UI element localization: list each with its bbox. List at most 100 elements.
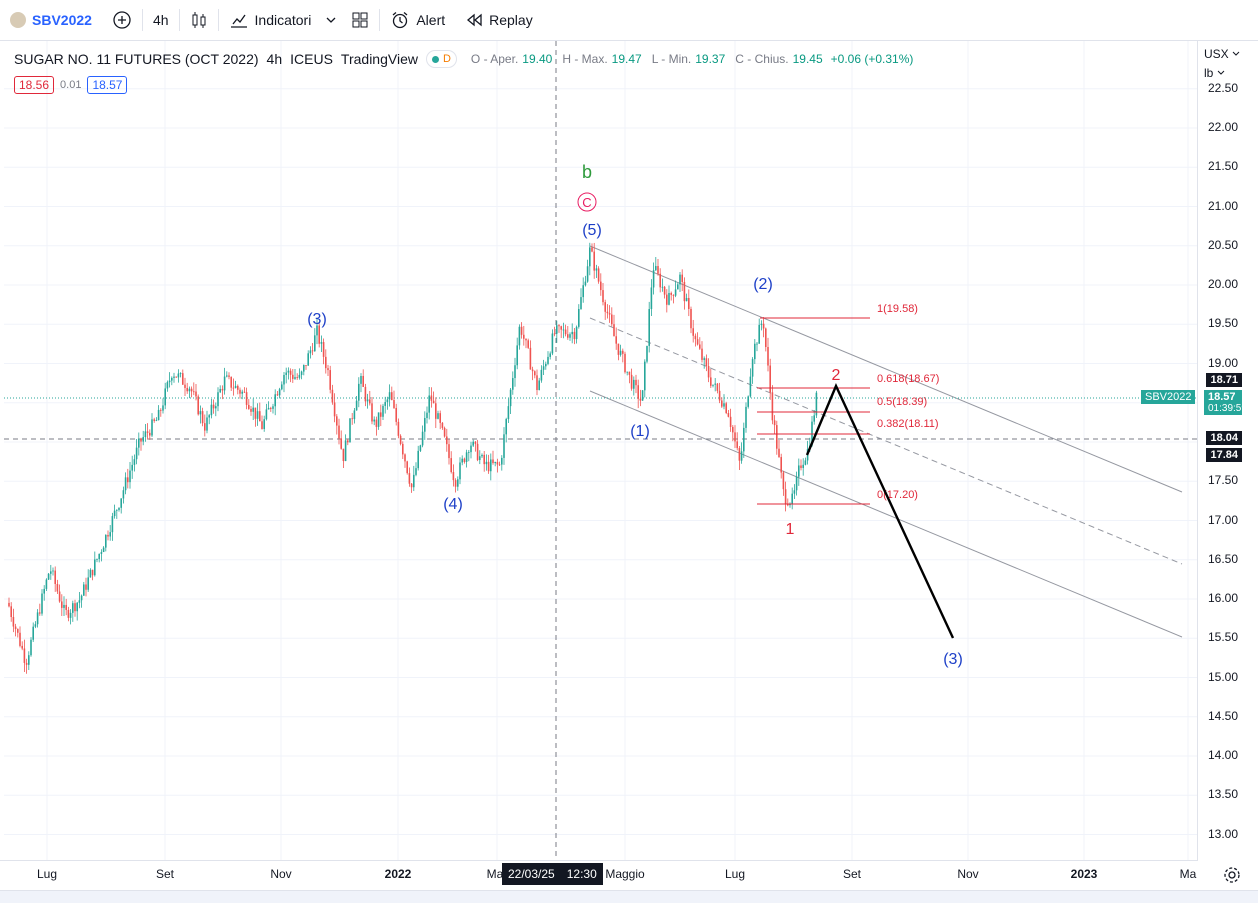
candle-body: [679, 274, 681, 285]
open-value: 19.40: [522, 52, 553, 66]
candle-body: [804, 460, 807, 465]
candle-body: [520, 326, 523, 335]
time-axis[interactable]: Lug Set Nov 2022 Mar Maggio Lug Set Nov 2023 Ma 22…: [0, 860, 1198, 891]
candle-body: [815, 392, 818, 416]
candle-body: [611, 314, 613, 325]
unit-label[interactable]: lb: [1204, 66, 1225, 80]
candle-body: [542, 366, 545, 370]
candle-body: [157, 409, 160, 421]
candle-body: [83, 584, 85, 596]
candle-body: [78, 600, 81, 603]
candle-body: [50, 571, 52, 574]
candle-body: [142, 437, 144, 442]
candle-body: [278, 389, 281, 396]
fib-label-0: 0(17.20): [877, 489, 918, 501]
candle-body: [476, 443, 479, 461]
channel-mid-line: [589, 317, 1183, 565]
layouts-button[interactable]: [341, 0, 379, 40]
candle-body: [441, 422, 444, 428]
wave-label-2-small: 2: [832, 367, 841, 384]
replay-button[interactable]: Replay: [455, 0, 543, 40]
candle-body: [263, 419, 265, 429]
low-label: L - Min.: [651, 52, 692, 66]
indicators-dropdown[interactable]: [321, 0, 341, 40]
symbol-name: SBV2022: [32, 12, 92, 28]
candle-body: [307, 353, 309, 366]
candle-body: [331, 389, 334, 403]
candle-body: [754, 343, 756, 360]
candle-body: [575, 326, 578, 340]
indicators-button[interactable]: Indicatori: [219, 0, 322, 40]
candle-body: [494, 461, 496, 464]
candle-body: [98, 553, 100, 560]
alarm-clock-icon: [392, 12, 408, 29]
candle-body: [193, 391, 195, 393]
candle-body: [402, 443, 404, 455]
candle-body: [87, 577, 89, 590]
chart-legend: SUGAR NO. 11 FUTURES (OCT 2022) 4h ICEUS…: [14, 50, 913, 68]
chart-background: [4, 41, 1198, 860]
candle-body: [261, 421, 263, 429]
candle-body: [639, 398, 642, 401]
candle-body: [534, 371, 536, 376]
candle-body: [124, 477, 127, 491]
candle-body: [626, 371, 628, 373]
candle-body: [791, 493, 793, 504]
candle-body: [245, 392, 248, 405]
wave-label-3-left: (3): [307, 311, 327, 328]
currency-label[interactable]: USX: [1204, 47, 1240, 61]
chart-type-button[interactable]: [180, 0, 218, 40]
candle-body: [25, 662, 28, 665]
last-price-value: 18.57: [1208, 391, 1236, 403]
symbol-search[interactable]: SBV2022: [0, 0, 102, 40]
candle-body: [320, 342, 323, 344]
price-chart[interactable]: 1(19.58) 0.618(18.67) 0.5(18.39) 0.382(1…: [0, 41, 1198, 860]
candle-body: [780, 457, 782, 473]
candle-body: [243, 391, 246, 393]
candle-body: [716, 383, 719, 391]
candle-body: [107, 534, 109, 537]
ask-pill[interactable]: 18.57: [87, 76, 128, 94]
candle-body: [549, 353, 551, 357]
candle-body: [188, 388, 191, 392]
candle-body: [395, 407, 397, 422]
candle-body: [239, 389, 241, 394]
candle-body: [617, 343, 620, 355]
candle-body: [674, 289, 677, 296]
settings-button[interactable]: [1222, 865, 1242, 885]
candle-body: [470, 445, 472, 453]
candle-body: [705, 358, 708, 367]
bid-pill[interactable]: 18.56: [14, 76, 55, 94]
alert-label: Alert: [416, 12, 446, 28]
interval-button[interactable]: 4h: [143, 0, 179, 40]
candle-body: [745, 406, 747, 428]
candle-body: [778, 448, 780, 458]
candle-body: [259, 411, 261, 422]
alert-button[interactable]: Alert: [380, 0, 455, 40]
candle-body: [391, 392, 393, 400]
candle-body: [448, 444, 450, 459]
candle-body: [562, 329, 565, 331]
candle-body: [217, 392, 219, 407]
compare-button[interactable]: [102, 0, 142, 40]
wave-label-b: b: [582, 162, 592, 182]
bar-countdown: 01:39:59: [1208, 403, 1247, 414]
candle-body: [591, 247, 593, 252]
candle-body: [281, 384, 283, 390]
candle-body: [457, 479, 459, 487]
candle-body: [311, 350, 314, 352]
candle-body: [267, 407, 270, 410]
gridlines: [4, 41, 1198, 860]
time-tick-label: 2023: [1070, 867, 1098, 881]
candle-body: [727, 413, 730, 417]
candle-body: [732, 426, 734, 433]
candle-body: [351, 418, 353, 420]
candle-body: [74, 603, 76, 612]
candle-body: [287, 370, 290, 373]
candle-body: [52, 570, 54, 572]
candle-body: [485, 461, 488, 465]
candle-body: [127, 477, 129, 483]
wave-label-4: (4): [443, 496, 463, 513]
candle-body: [175, 376, 177, 378]
market-status-badge[interactable]: D: [425, 50, 457, 68]
